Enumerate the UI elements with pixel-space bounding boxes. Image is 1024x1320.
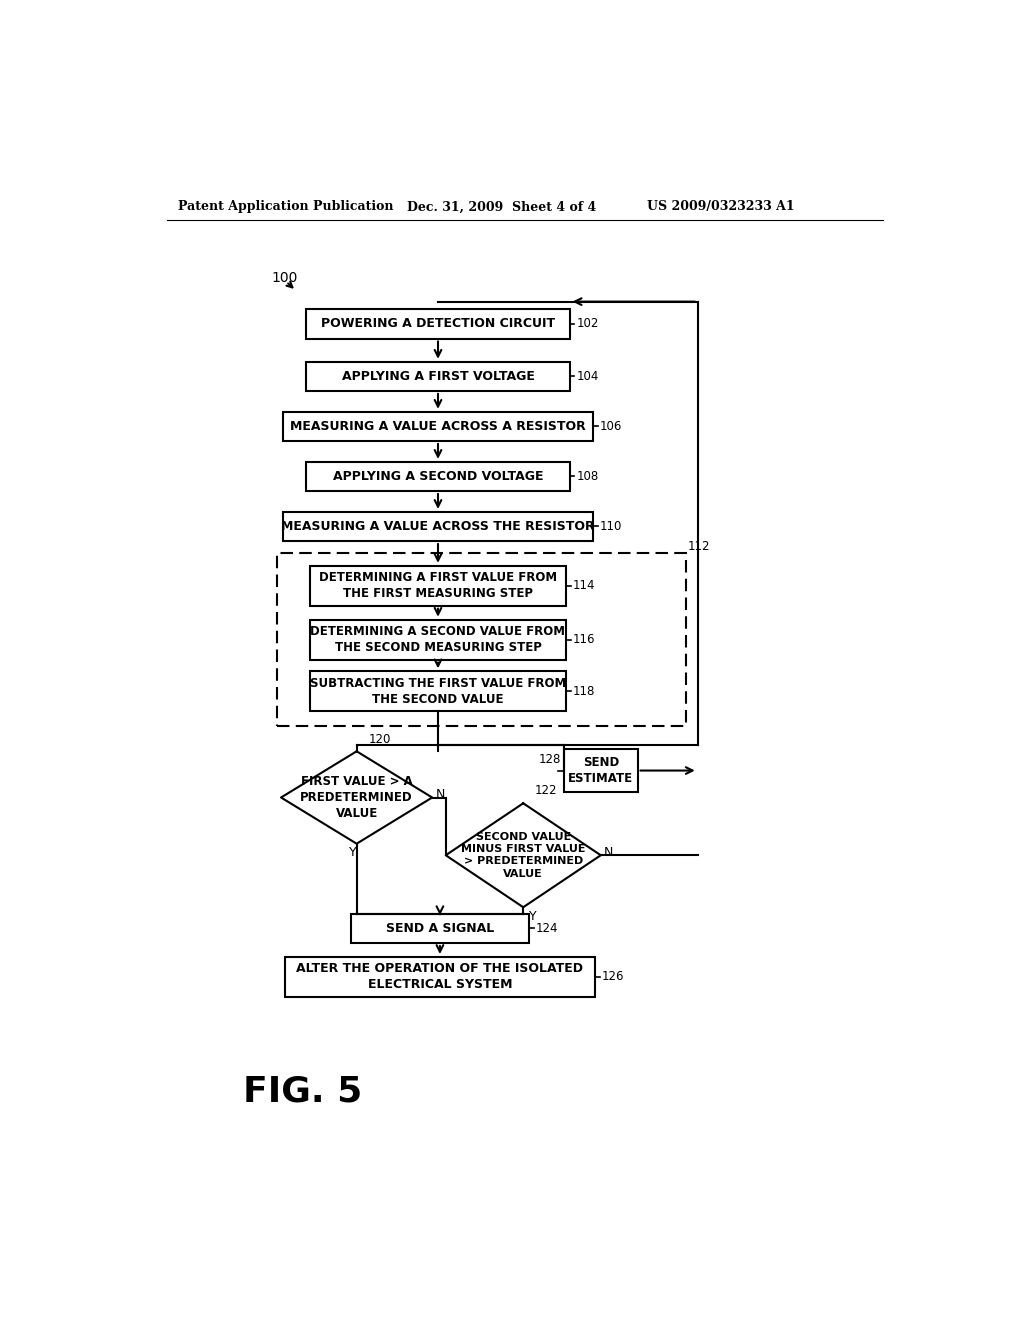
Text: N: N xyxy=(604,846,613,859)
Text: Dec. 31, 2009  Sheet 4 of 4: Dec. 31, 2009 Sheet 4 of 4 xyxy=(407,201,596,214)
Text: FIRST VALUE > A
PREDETERMINED
VALUE: FIRST VALUE > A PREDETERMINED VALUE xyxy=(300,775,413,820)
FancyBboxPatch shape xyxy=(310,671,566,711)
Text: Y: Y xyxy=(349,846,356,859)
Text: 108: 108 xyxy=(577,470,599,483)
FancyBboxPatch shape xyxy=(306,462,569,491)
Text: SEND A SIGNAL: SEND A SIGNAL xyxy=(386,921,494,935)
Text: MEASURING A VALUE ACROSS THE RESISTOR: MEASURING A VALUE ACROSS THE RESISTOR xyxy=(282,520,595,533)
Text: Y: Y xyxy=(529,909,537,923)
Text: SECOND VALUE
MINUS FIRST VALUE
> PREDETERMINED
VALUE: SECOND VALUE MINUS FIRST VALUE > PREDETE… xyxy=(461,832,586,879)
Text: N: N xyxy=(435,788,444,801)
Text: 120: 120 xyxy=(369,733,390,746)
Text: APPLYING A SECOND VOLTAGE: APPLYING A SECOND VOLTAGE xyxy=(333,470,544,483)
Text: ALTER THE OPERATION OF THE ISOLATED
ELECTRICAL SYSTEM: ALTER THE OPERATION OF THE ISOLATED ELEC… xyxy=(296,962,584,991)
FancyBboxPatch shape xyxy=(564,750,638,792)
FancyBboxPatch shape xyxy=(283,412,593,441)
Text: DETERMINING A FIRST VALUE FROM
THE FIRST MEASURING STEP: DETERMINING A FIRST VALUE FROM THE FIRST… xyxy=(318,572,557,601)
FancyBboxPatch shape xyxy=(310,619,566,660)
FancyBboxPatch shape xyxy=(306,362,569,391)
Text: 128: 128 xyxy=(539,754,561,767)
Text: 104: 104 xyxy=(577,370,599,383)
Text: 126: 126 xyxy=(602,970,625,983)
Text: POWERING A DETECTION CIRCUIT: POWERING A DETECTION CIRCUIT xyxy=(321,317,555,330)
Text: 112: 112 xyxy=(687,540,710,553)
Text: 110: 110 xyxy=(600,520,623,533)
FancyBboxPatch shape xyxy=(306,309,569,339)
Text: SEND
ESTIMATE: SEND ESTIMATE xyxy=(568,756,633,785)
Text: 106: 106 xyxy=(600,420,623,433)
Text: FIG. 5: FIG. 5 xyxy=(243,1074,361,1109)
Text: US 2009/0323233 A1: US 2009/0323233 A1 xyxy=(647,201,795,214)
Text: 100: 100 xyxy=(271,271,298,285)
Text: 118: 118 xyxy=(572,685,595,698)
FancyBboxPatch shape xyxy=(285,957,595,997)
Text: 124: 124 xyxy=(536,921,558,935)
Text: SUBTRACTING THE FIRST VALUE FROM
THE SECOND VALUE: SUBTRACTING THE FIRST VALUE FROM THE SEC… xyxy=(310,677,566,706)
Text: 102: 102 xyxy=(577,317,599,330)
Text: Patent Application Publication: Patent Application Publication xyxy=(178,201,394,214)
Text: 116: 116 xyxy=(572,634,595,647)
Text: APPLYING A FIRST VOLTAGE: APPLYING A FIRST VOLTAGE xyxy=(342,370,535,383)
Text: MEASURING A VALUE ACROSS A RESISTOR: MEASURING A VALUE ACROSS A RESISTOR xyxy=(290,420,586,433)
Text: 122: 122 xyxy=(535,784,557,797)
Text: DETERMINING A SECOND VALUE FROM
THE SECOND MEASURING STEP: DETERMINING A SECOND VALUE FROM THE SECO… xyxy=(310,626,565,655)
FancyBboxPatch shape xyxy=(310,566,566,606)
Text: 114: 114 xyxy=(572,579,595,593)
FancyBboxPatch shape xyxy=(283,512,593,541)
FancyBboxPatch shape xyxy=(351,913,529,942)
